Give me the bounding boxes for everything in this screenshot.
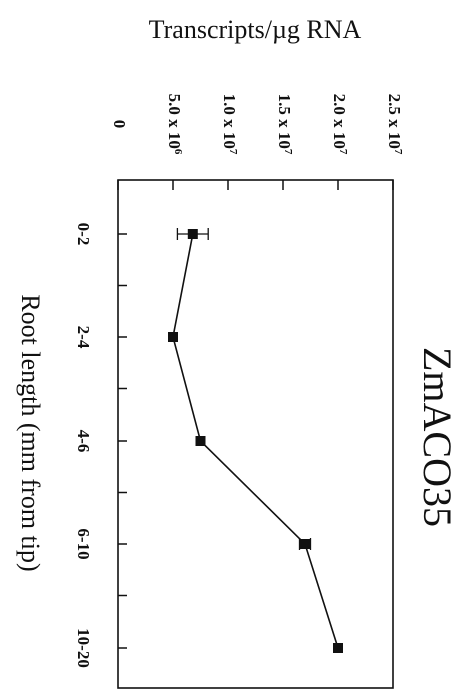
value-axis-tick-labels: 0 5.0 x 106 1.0 x 107 1.5 x 107 2.0 x 107 2.5… (110, 94, 404, 155)
data-point (333, 643, 343, 653)
value-tick-label: 2.5 x 107 (385, 94, 404, 155)
category-tick-label: 2-4 (74, 326, 93, 349)
data-point (195, 436, 206, 446)
data-markers (168, 229, 343, 653)
category-tick-label: 10-20 (74, 628, 93, 668)
value-tick-label: 0 (110, 120, 129, 129)
value-tick-label: 1.0 x 107 (220, 94, 239, 155)
category-axis-title: Root length (mm from tip) (16, 294, 45, 571)
data-point (300, 539, 310, 549)
category-tick-label: 6-10 (74, 528, 93, 559)
category-tick-label: 4-6 (74, 430, 93, 453)
error-bars (176, 228, 312, 550)
category-tick-label: 0-2 (74, 223, 93, 246)
chart-title: ZmACO35 (415, 347, 458, 527)
value-axis-title: Transcripts/µg RNA (149, 15, 362, 44)
category-axis-tick-labels: 0-2 2-4 4-6 6-10 10-20 (74, 223, 93, 668)
data-point (187, 229, 198, 239)
category-axis-ticks (118, 233, 127, 649)
plot-frame (117, 179, 394, 689)
value-tick-label: 2.0 x 107 (330, 94, 349, 155)
value-axis-ticks (117, 180, 394, 190)
data-point (168, 332, 178, 342)
value-tick-label: 1.5 x 107 (275, 94, 294, 155)
value-tick-label: 5.0 x 106 (165, 94, 184, 155)
